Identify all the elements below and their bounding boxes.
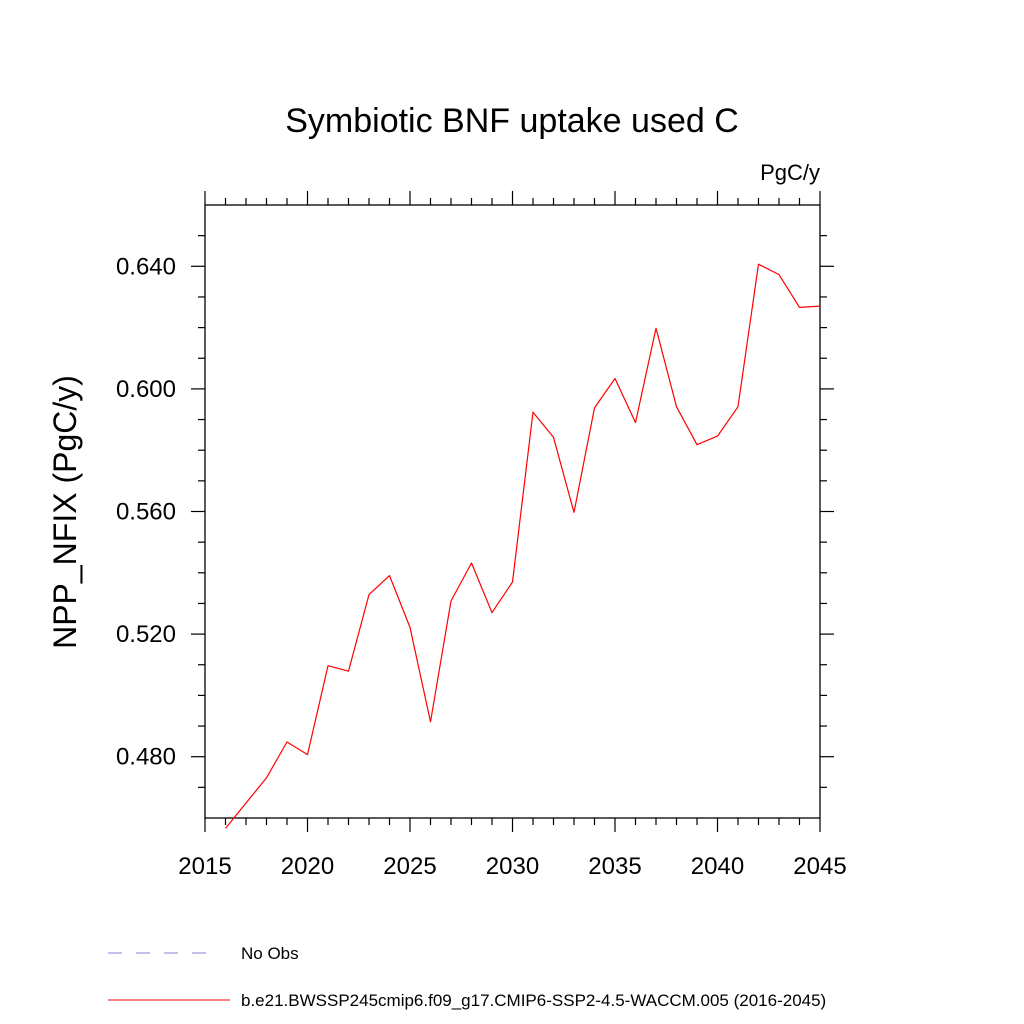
y-tick-label: 0.640	[116, 253, 176, 280]
x-tick-labels: 2015 2020 2025 2030 2035 2040 2045	[178, 853, 846, 880]
series-group	[225, 263, 821, 829]
plot-frame	[204, 204, 821, 819]
x-tick-label: 2030	[486, 853, 539, 880]
major-ticks	[191, 191, 834, 832]
x-tick-label: 2015	[178, 853, 231, 880]
chart-title: Symbiotic BNF uptake used C	[285, 102, 739, 140]
x-tick-label: 2040	[691, 853, 744, 880]
y-tick-label: 0.600	[116, 376, 176, 403]
x-tick-label: 2035	[588, 853, 641, 880]
x-tick-label: 2045	[793, 853, 846, 880]
y-tick-label: 0.520	[116, 621, 176, 648]
units-label: PgC/y	[760, 160, 820, 185]
x-tick-label: 2025	[383, 853, 436, 880]
y-tick-label: 0.480	[116, 744, 176, 771]
series-line	[225, 263, 821, 829]
y-tick-label: 0.560	[116, 499, 176, 526]
x-tick-label: 2020	[281, 853, 334, 880]
y-tick-labels: 0.480 0.520 0.560 0.600 0.640	[116, 253, 176, 770]
y-axis-label: NPP_NFIX (PgC/y)	[47, 375, 83, 649]
minor-ticks	[198, 198, 827, 825]
legend-label-no-obs: No Obs	[241, 944, 299, 963]
legend-label-model-run: b.e21.BWSSP245cmip6.f09_g17.CMIP6-SSP2-4…	[241, 991, 826, 1010]
legend: No Obs b.e21.BWSSP245cmip6.f09_g17.CMIP6…	[108, 944, 826, 1010]
